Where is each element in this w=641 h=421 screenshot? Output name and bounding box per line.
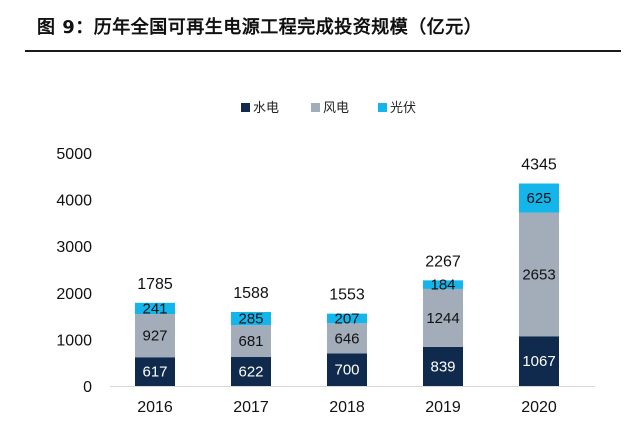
bar-segment-2018-0 bbox=[327, 353, 367, 386]
y-tick-label: 0 bbox=[83, 379, 92, 396]
bar-value-label: 1244 bbox=[426, 310, 459, 327]
y-tick-label: 4000 bbox=[56, 193, 92, 210]
bar-segment-2019-1 bbox=[423, 288, 463, 347]
legend-label: 水电 bbox=[253, 101, 279, 116]
legend-item: 光伏 bbox=[378, 101, 416, 116]
y-tick-label: 3000 bbox=[56, 239, 92, 256]
x-tick-label: 2019 bbox=[425, 399, 461, 416]
bar-segment-2017-0 bbox=[231, 357, 271, 386]
y-tick-label: 1000 bbox=[56, 332, 92, 349]
bar-value-label: 700 bbox=[334, 362, 359, 379]
bar-segment-2020-1 bbox=[519, 212, 559, 337]
bar-total-label: 1553 bbox=[329, 287, 365, 304]
legend-swatch bbox=[241, 103, 250, 112]
bar-segment-2016-2 bbox=[135, 302, 175, 315]
bar-segment-2018-2 bbox=[327, 313, 367, 324]
bar-value-label: 2653 bbox=[522, 266, 555, 283]
y-tick-label: 2000 bbox=[56, 286, 92, 303]
bar-value-label: 184 bbox=[430, 277, 455, 294]
bar-value-label: 207 bbox=[334, 310, 359, 327]
legend-item: 风电 bbox=[311, 101, 349, 116]
legend-swatch bbox=[311, 103, 320, 112]
x-tick-label: 2017 bbox=[233, 399, 269, 416]
bar-total-label: 1588 bbox=[233, 285, 269, 302]
bar-value-label: 617 bbox=[142, 364, 167, 381]
bar-segment-2017-2 bbox=[231, 311, 271, 326]
figure-title: 图 9：历年全国可再生电源工程完成投资规模（亿元） bbox=[37, 17, 483, 38]
bar-total-label: 2267 bbox=[425, 253, 461, 270]
legend-label: 光伏 bbox=[390, 101, 416, 116]
bar-segment-2020-2 bbox=[519, 183, 559, 213]
bar-segment-2017-1 bbox=[231, 325, 271, 358]
bar-segment-2020-0 bbox=[519, 336, 559, 386]
bar-value-label: 622 bbox=[238, 364, 263, 381]
y-tick-label: 5000 bbox=[56, 146, 92, 163]
bar-value-label: 681 bbox=[238, 333, 263, 350]
bar-value-label: 1067 bbox=[522, 353, 555, 370]
bar-total-label: 1785 bbox=[137, 276, 173, 293]
x-tick-label: 2018 bbox=[329, 399, 365, 416]
x-tick-label: 2020 bbox=[521, 399, 557, 416]
x-tick-label: 2016 bbox=[137, 399, 173, 416]
bar-value-label: 285 bbox=[238, 311, 263, 328]
figure-title-bar: 图 9：历年全国可再生电源工程完成投资规模（亿元） bbox=[25, 0, 621, 52]
bar-value-label: 625 bbox=[526, 190, 551, 207]
legend-label: 风电 bbox=[323, 101, 349, 116]
bar-segment-2018-1 bbox=[327, 323, 367, 354]
bar-segment-2016-1 bbox=[135, 314, 175, 358]
bar-segment-2016-0 bbox=[135, 357, 175, 386]
legend-item: 水电 bbox=[241, 101, 279, 116]
bar-segment-2019-0 bbox=[423, 346, 463, 386]
bar-segment-2019-2 bbox=[423, 280, 463, 289]
bar-value-label: 839 bbox=[430, 358, 455, 375]
bar-value-label: 927 bbox=[142, 328, 167, 345]
bar-value-label: 646 bbox=[334, 330, 359, 347]
bar-total-label: 4345 bbox=[521, 157, 557, 174]
bar-value-label: 241 bbox=[142, 300, 167, 317]
legend-swatch bbox=[378, 103, 387, 112]
